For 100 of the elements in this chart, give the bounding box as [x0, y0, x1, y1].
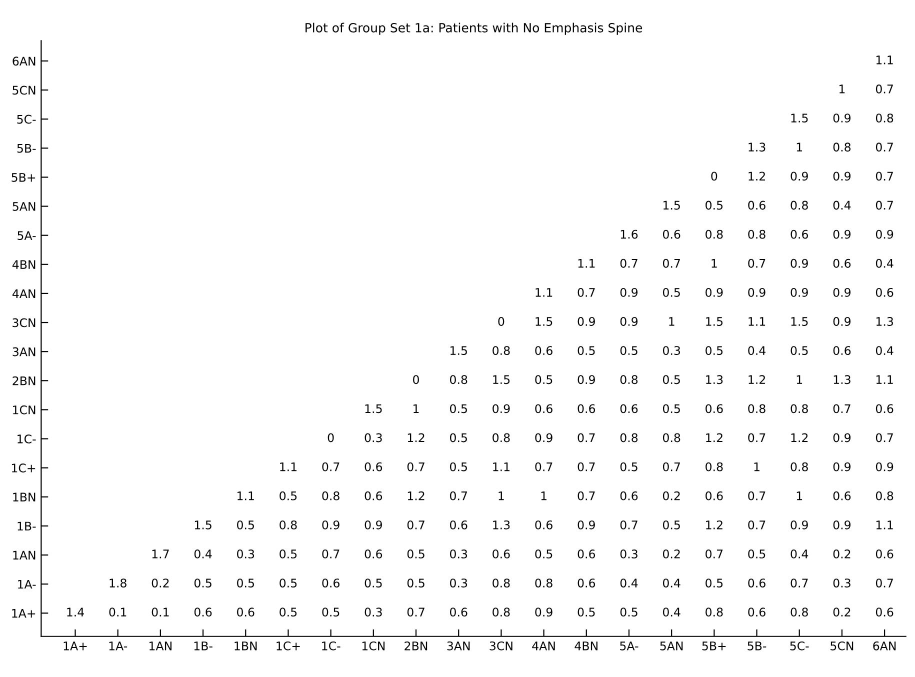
data-label: 1 — [669, 317, 674, 326]
data-label: 1.3 — [748, 142, 766, 152]
data-label: 1.1 — [876, 375, 893, 384]
y-tick-label: 3CN — [12, 318, 36, 328]
x-tick-label: 1B- — [194, 642, 212, 650]
data-label: 0.6 — [790, 230, 808, 239]
data-label: 0.5 — [578, 346, 595, 356]
y-tick-label: 5B+ — [12, 173, 36, 182]
data-label: 1 — [414, 404, 419, 413]
data-label: 0.2 — [152, 578, 169, 588]
x-tick-label: 3AN — [447, 641, 470, 650]
data-label: 0.8 — [535, 578, 552, 588]
data-label: 0.8 — [450, 375, 468, 384]
data-label: 0.9 — [876, 230, 894, 239]
data-label: 0.9 — [578, 520, 595, 530]
x-tick-label: 5C- — [790, 641, 809, 650]
data-label: 0.4 — [833, 200, 851, 210]
data-label: 0.7 — [535, 462, 552, 472]
data-label: 1.1 — [876, 56, 893, 64]
data-label: 0.7 — [748, 258, 766, 268]
data-label: 0.7 — [450, 491, 467, 500]
data-label: 0.9 — [492, 404, 510, 414]
data-label: 1 — [541, 492, 546, 500]
data-label: 1.5 — [450, 346, 467, 356]
data-label: 0.8 — [833, 142, 851, 152]
data-label: 0.8 — [706, 462, 723, 472]
data-label: 0 — [413, 375, 419, 384]
data-label: 0.6 — [450, 520, 468, 530]
data-label: 0.5 — [280, 608, 297, 617]
data-label: 0.6 — [535, 520, 552, 530]
data-label: 0.7 — [662, 462, 680, 472]
x-tick-label: 1AN — [150, 642, 172, 650]
data-label: 0.6 — [237, 608, 254, 617]
data-label: 0.5 — [620, 346, 638, 356]
data-label: 1.2 — [748, 172, 765, 180]
data-label: 0.7 — [407, 608, 424, 617]
data-label: 0 — [498, 317, 504, 326]
data-label: 0.3 — [450, 578, 468, 588]
data-label: 1.1 — [876, 520, 893, 530]
data-label: 0.9 — [322, 520, 340, 530]
y-tick-label: 3AN — [12, 347, 36, 356]
data-label: 0.8 — [748, 404, 766, 414]
data-label: 0.9 — [876, 462, 894, 472]
data-label: 0.4 — [662, 578, 680, 588]
data-label: 0.6 — [450, 608, 468, 617]
data-label: 0.1 — [109, 608, 126, 617]
data-label: 1.2 — [408, 491, 424, 500]
data-label: 0.4 — [876, 258, 894, 268]
data-label: 0.6 — [620, 491, 638, 500]
data-label: 0.7 — [748, 491, 766, 500]
data-label: 0 — [328, 433, 334, 442]
data-label: 1.1 — [280, 462, 297, 472]
y-tick-label: 5CN — [12, 86, 36, 95]
x-tick-label: 5B+ — [702, 642, 726, 650]
data-label: 0.7 — [876, 578, 893, 588]
data-label: 0.5 — [662, 520, 680, 530]
y-tick-label: 1C- — [18, 434, 36, 444]
data-label: 0.9 — [620, 317, 638, 326]
data-label: 0.5 — [280, 550, 297, 558]
data-label: 1.1 — [748, 317, 766, 326]
data-label: 0.9 — [790, 258, 808, 268]
data-label: 1 — [754, 462, 760, 472]
y-tick-label: 4BN — [12, 260, 36, 269]
data-label: 0.6 — [535, 404, 552, 414]
data-label: 0.5 — [407, 578, 424, 588]
data-label: 0.6 — [833, 346, 851, 356]
data-label: 1.7 — [152, 550, 169, 558]
data-label: 0.7 — [876, 84, 893, 94]
data-label: 1.2 — [748, 375, 765, 384]
data-label: 0.5 — [194, 578, 212, 588]
data-label: 0.9 — [535, 608, 552, 617]
y-tick-label: 5AN — [12, 202, 36, 211]
data-label: 0.5 — [450, 404, 467, 414]
y-tick-label: 1C+ — [12, 464, 36, 472]
data-label: 1.5 — [194, 520, 212, 530]
y-tick-label: 1B- — [18, 522, 36, 530]
data-label: 0.8 — [492, 608, 510, 617]
data-label: 0.7 — [322, 550, 340, 558]
data-label: 0.7 — [662, 258, 680, 268]
data-label: 0.2 — [662, 550, 680, 558]
x-tick-label: 1C+ — [276, 641, 300, 650]
data-label: 0.4 — [662, 608, 680, 617]
data-label: 0.6 — [364, 550, 382, 558]
data-label: 1.2 — [791, 433, 808, 442]
data-label: 0.6 — [748, 608, 766, 617]
data-label: 0.7 — [790, 578, 808, 588]
data-label: 0.8 — [492, 433, 510, 442]
data-label: 0.3 — [237, 550, 254, 558]
data-label: 0.9 — [706, 288, 723, 297]
data-label: 0.6 — [876, 550, 894, 558]
data-label: 1.5 — [493, 375, 510, 384]
x-tick-label: 1C- — [322, 641, 340, 650]
data-label: 0.6 — [876, 288, 894, 297]
data-label: 1.3 — [876, 317, 893, 326]
y-tick-label: 1AN — [13, 550, 36, 560]
data-label: 0.2 — [833, 608, 850, 617]
data-label: 0.7 — [876, 433, 893, 442]
data-label: 0.6 — [876, 404, 894, 414]
data-label: 0.8 — [790, 200, 808, 210]
data-label: 1 — [796, 492, 802, 500]
